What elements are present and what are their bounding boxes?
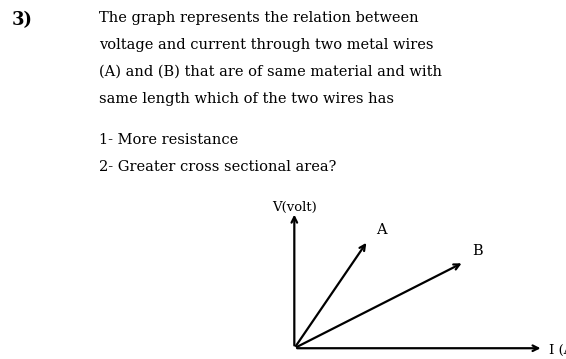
Text: voltage and current through two metal wires: voltage and current through two metal wi… bbox=[99, 38, 434, 52]
Text: (A) and (B) that are of same material and with: (A) and (B) that are of same material an… bbox=[99, 65, 442, 79]
Text: 3): 3) bbox=[11, 11, 32, 29]
Text: A: A bbox=[376, 223, 387, 237]
Text: The graph represents the relation between: The graph represents the relation betwee… bbox=[99, 11, 419, 25]
Text: 2- Greater cross sectional area?: 2- Greater cross sectional area? bbox=[99, 160, 336, 174]
Text: B: B bbox=[473, 244, 483, 258]
Text: 1- More resistance: 1- More resistance bbox=[99, 133, 238, 147]
Text: I (A): I (A) bbox=[549, 344, 566, 356]
Text: same length which of the two wires has: same length which of the two wires has bbox=[99, 92, 394, 106]
Text: V(volt): V(volt) bbox=[272, 201, 317, 214]
